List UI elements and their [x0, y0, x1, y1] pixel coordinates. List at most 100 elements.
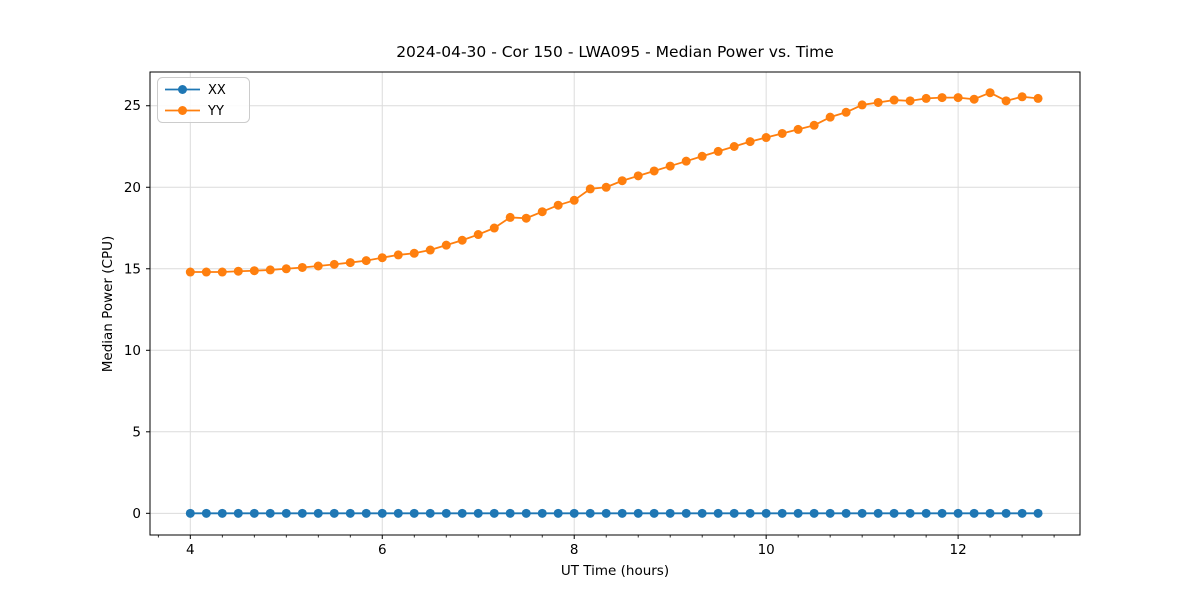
- data-point-YY: [969, 94, 979, 104]
- data-point-XX: [265, 508, 275, 518]
- x-axis-label: UT Time (hours): [560, 563, 670, 579]
- data-point-XX: [281, 508, 291, 518]
- legend-box: [157, 77, 250, 123]
- data-point-YY: [921, 93, 931, 103]
- data-point-XX: [793, 508, 803, 518]
- data-point-YY: [729, 142, 739, 152]
- data-point-YY: [281, 264, 291, 274]
- data-point-YY: [553, 200, 563, 210]
- legend-label-YY: YY: [207, 104, 224, 119]
- data-point-YY: [361, 256, 371, 266]
- data-point-XX: [441, 508, 451, 518]
- data-point-YY: [249, 266, 259, 276]
- x-tick-label: 12: [950, 542, 967, 558]
- data-point-YY: [425, 245, 435, 255]
- data-point-YY: [665, 161, 675, 171]
- data-point-XX: [537, 508, 547, 518]
- data-point-XX: [313, 508, 323, 518]
- data-point-YY: [217, 267, 227, 277]
- data-point-XX: [841, 508, 851, 518]
- data-point-XX: [329, 508, 339, 518]
- x-tick-label: 10: [758, 542, 775, 558]
- y-tick-label: 20: [124, 180, 141, 196]
- data-point-YY: [633, 171, 643, 181]
- data-point-YY: [649, 166, 659, 176]
- data-point-YY: [953, 93, 963, 103]
- data-point-XX: [425, 508, 435, 518]
- data-point-YY: [713, 146, 723, 156]
- data-point-XX: [665, 508, 675, 518]
- data-point-XX: [633, 508, 643, 518]
- data-point-YY: [201, 267, 211, 277]
- legend-marker-YY: [178, 106, 187, 115]
- data-point-YY: [681, 156, 691, 166]
- data-point-YY: [297, 262, 307, 272]
- data-point-YY: [393, 250, 403, 260]
- data-point-XX: [857, 508, 867, 518]
- data-point-YY: [985, 88, 995, 98]
- series-line-YY: [190, 91, 1039, 273]
- legend-marker-XX: [178, 85, 187, 94]
- data-point-YY: [489, 223, 499, 233]
- data-point-XX: [969, 508, 979, 518]
- data-point-YY: [809, 120, 819, 130]
- data-point-XX: [473, 508, 483, 518]
- data-point-YY: [1033, 93, 1043, 103]
- data-point-XX: [1017, 508, 1027, 518]
- data-point-XX: [393, 508, 403, 518]
- data-point-YY: [569, 195, 579, 205]
- data-point-XX: [905, 508, 915, 518]
- data-point-YY: [601, 182, 611, 192]
- data-point-XX: [649, 508, 659, 518]
- data-point-YY: [745, 137, 755, 147]
- data-point-XX: [569, 508, 579, 518]
- data-point-XX: [297, 508, 307, 518]
- y-tick-label: 15: [124, 261, 141, 277]
- data-point-YY: [1017, 92, 1027, 102]
- data-point-XX: [505, 508, 515, 518]
- data-point-YY: [1001, 96, 1011, 106]
- data-point-YY: [697, 151, 707, 161]
- y-tick-label: 5: [132, 424, 141, 440]
- data-point-XX: [1033, 508, 1043, 518]
- y-tick-label: 25: [124, 98, 141, 114]
- data-point-XX: [553, 508, 563, 518]
- data-point-XX: [249, 508, 259, 518]
- axes-spines: [149, 71, 1081, 536]
- data-point-XX: [713, 508, 723, 518]
- data-point-YY: [265, 265, 275, 275]
- data-point-YY: [761, 133, 771, 143]
- legend-label-XX: XX: [208, 83, 226, 98]
- data-point-XX: [809, 508, 819, 518]
- data-point-XX: [601, 508, 611, 518]
- data-point-XX: [745, 508, 755, 518]
- data-point-XX: [361, 508, 371, 518]
- data-point-YY: [345, 258, 355, 268]
- data-point-XX: [777, 508, 787, 518]
- data-point-XX: [681, 508, 691, 518]
- data-point-YY: [585, 184, 595, 194]
- data-point-XX: [489, 508, 499, 518]
- data-point-YY: [505, 212, 515, 222]
- data-point-XX: [233, 508, 243, 518]
- data-point-YY: [313, 261, 323, 271]
- data-point-XX: [409, 508, 419, 518]
- data-point-YY: [457, 235, 467, 245]
- data-point-XX: [873, 508, 883, 518]
- data-point-XX: [697, 508, 707, 518]
- x-tick-label: 6: [378, 542, 387, 558]
- data-point-YY: [793, 124, 803, 134]
- data-point-YY: [377, 253, 387, 263]
- data-point-YY: [521, 213, 531, 223]
- x-tick-label: 4: [186, 542, 195, 558]
- data-point-XX: [345, 508, 355, 518]
- data-point-XX: [953, 508, 963, 518]
- data-point-YY: [937, 93, 947, 103]
- data-point-XX: [185, 508, 195, 518]
- data-point-XX: [1001, 508, 1011, 518]
- data-point-YY: [409, 248, 419, 258]
- data-point-YY: [889, 95, 899, 105]
- y-tick-label: 0: [132, 506, 141, 522]
